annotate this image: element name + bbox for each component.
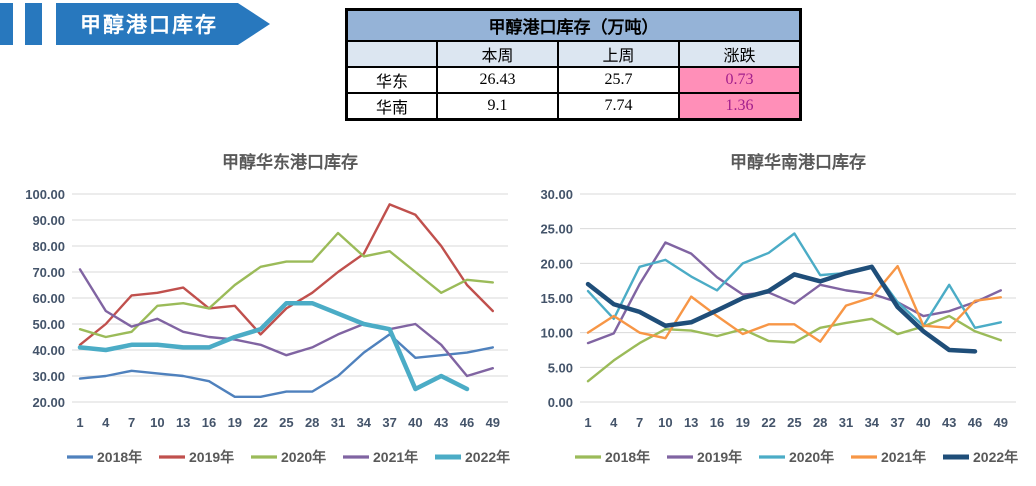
section-banner: 甲醇港口库存 — [56, 3, 270, 45]
x-tick-label: 37 — [890, 415, 904, 430]
x-tick-label: 4 — [102, 415, 110, 430]
y-tick-label: 10.00 — [540, 326, 573, 341]
y-tick-label: 70.00 — [32, 265, 65, 280]
x-tick-label: 49 — [994, 415, 1008, 430]
y-tick-label: 30.00 — [32, 369, 65, 384]
x-tick-label: 13 — [176, 415, 190, 430]
line-series-2019年 — [78, 203, 494, 347]
x-tick-label: 31 — [331, 415, 345, 430]
chart-title: 甲醇华南港口库存 — [730, 152, 866, 172]
y-tick-label: 90.00 — [32, 213, 65, 228]
x-tick-label: 19 — [736, 415, 750, 430]
legend-label-2022年: 2022年 — [973, 449, 1018, 465]
line-series-2020年 — [586, 232, 1002, 330]
col-header-blank — [345, 40, 438, 68]
y-tick-label: 25.00 — [540, 222, 573, 237]
legend-label-2020年: 2020年 — [281, 449, 326, 465]
legend-label-2019年: 2019年 — [697, 449, 742, 465]
x-tick-label: 13 — [684, 415, 698, 430]
table-row-east-china: 华东 26.43 25.7 0.73 — [345, 66, 802, 94]
x-tick-label: 4 — [610, 415, 618, 430]
x-tick-label: 7 — [128, 415, 135, 430]
legend-label-2022年: 2022年 — [465, 449, 510, 465]
x-tick-label: 34 — [865, 415, 880, 430]
x-tick-label: 43 — [942, 415, 956, 430]
south-china-inventory-chart: 甲醇华南港口库存 0.00 5.00 10.00 15.00 20.00 25.00 30.0… — [540, 152, 1018, 465]
legend-label-2021年: 2021年 — [373, 449, 418, 465]
x-tick-label: 49 — [486, 415, 500, 430]
section-title: 甲醇港口库存 — [80, 14, 218, 37]
y-tick-label: 20.00 — [540, 256, 573, 271]
line-series-2022年 — [77, 300, 470, 392]
x-tick-label: 40 — [916, 415, 930, 430]
x-tick-label: 28 — [813, 415, 827, 430]
table-title: 甲醇港口库存（万吨） — [345, 8, 802, 42]
banner-accent-bar — [25, 3, 42, 45]
east-china-inventory-chart: 甲醇华东港口库存 20.00 30.00 40.00 50.00 60.00 70.00 80… — [25, 152, 510, 465]
inventory-summary-table: 甲醇港口库存（万吨） 本周 上周 涨跌 华东 26.43 25.7 0.73 华… — [345, 8, 802, 121]
x-tick-label: 22 — [253, 415, 267, 430]
y-tick-label: 30.00 — [540, 187, 573, 202]
y-tick-label: 15.00 — [540, 291, 573, 306]
legend-label-2021年: 2021年 — [881, 449, 926, 465]
row-label: 华南 — [345, 92, 438, 121]
x-tick-label: 22 — [761, 415, 775, 430]
line-series-2022年 — [585, 264, 978, 354]
this-week-value: 9.1 — [436, 92, 559, 121]
chart-title: 甲醇华东港口库存 — [222, 152, 358, 172]
table-row-south-china: 华南 9.1 7.74 1.36 — [345, 92, 802, 121]
y-tick-label: 80.00 — [32, 239, 65, 254]
x-tick-label: 43 — [434, 415, 448, 430]
last-week-value: 25.7 — [557, 66, 680, 94]
y-tick-label: 50.00 — [32, 317, 65, 332]
x-tick-label: 46 — [460, 415, 474, 430]
y-tick-label: 0.00 — [548, 395, 573, 410]
y-tick-label: 60.00 — [32, 291, 65, 306]
x-tick-label: 40 — [408, 415, 422, 430]
y-tick-label: 20.00 — [32, 395, 65, 410]
line-series-2018年 — [586, 314, 1002, 383]
x-tick-label: 28 — [305, 415, 319, 430]
banner-accent-bar — [0, 3, 13, 45]
col-header-last-week: 上周 — [557, 40, 680, 68]
x-tick-label: 16 — [710, 415, 724, 430]
change-value: 0.73 — [678, 66, 802, 94]
change-value: 1.36 — [678, 92, 802, 121]
row-label: 华东 — [345, 66, 438, 94]
line-series-2021年 — [78, 268, 494, 378]
x-tick-label: 46 — [968, 415, 982, 430]
x-tick-label: 10 — [150, 415, 164, 430]
x-tick-label: 1 — [76, 415, 83, 430]
legend-label-2019年: 2019年 — [189, 449, 234, 465]
x-tick-label: 7 — [636, 415, 643, 430]
x-tick-label: 1 — [584, 415, 591, 430]
y-tick-label: 100.00 — [25, 187, 65, 202]
x-tick-label: 10 — [658, 415, 672, 430]
legend-label-2018年: 2018年 — [605, 449, 650, 465]
x-tick-label: 31 — [839, 415, 853, 430]
x-tick-label: 25 — [787, 415, 801, 430]
col-header-change: 涨跌 — [678, 40, 802, 68]
x-tick-label: 19 — [228, 415, 242, 430]
x-tick-label: 16 — [202, 415, 216, 430]
x-tick-label: 25 — [279, 415, 293, 430]
line-series-2019年 — [586, 241, 1002, 345]
y-tick-label: 5.00 — [548, 360, 573, 375]
line-series-2021年 — [586, 264, 1002, 343]
x-tick-label: 34 — [357, 415, 372, 430]
col-header-this-week: 本周 — [436, 40, 559, 68]
legend-label-2020年: 2020年 — [789, 449, 834, 465]
line-series-2018年 — [78, 333, 494, 398]
x-tick-label: 37 — [382, 415, 396, 430]
y-tick-label: 40.00 — [32, 343, 65, 358]
legend-label-2018年: 2018年 — [97, 449, 142, 465]
this-week-value: 26.43 — [436, 66, 559, 94]
last-week-value: 7.74 — [557, 92, 680, 121]
line-series-2020年 — [78, 231, 494, 339]
